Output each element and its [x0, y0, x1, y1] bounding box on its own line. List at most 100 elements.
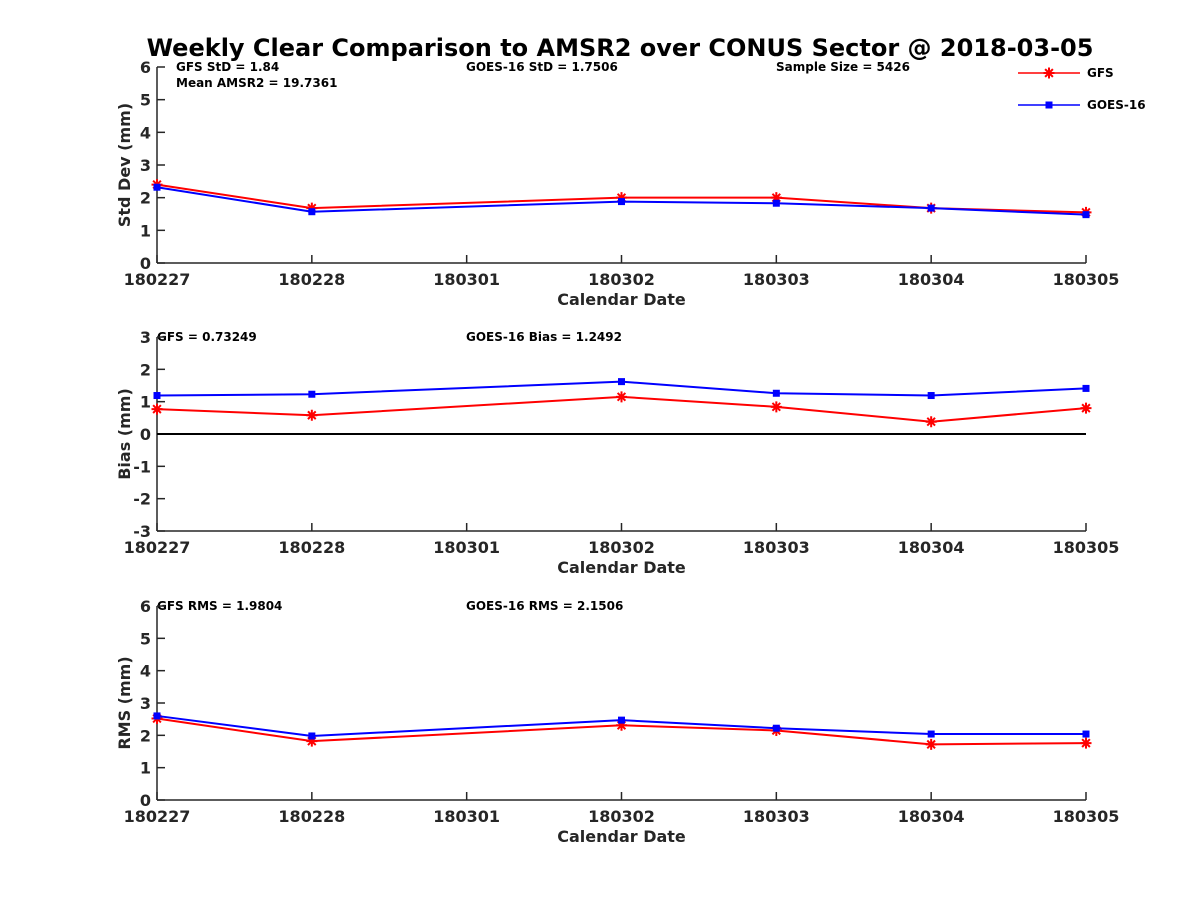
gfs-series-line [156, 717, 1087, 746]
y-tick-label: -2 [133, 490, 151, 509]
x-tick-label: 180228 [278, 538, 345, 557]
x-axis-label: Calendar Date [557, 827, 686, 846]
goes16-data-point [618, 198, 625, 206]
x-tick-label: 180304 [898, 538, 965, 557]
y-tick-label: 2 [140, 360, 151, 379]
y-tick-label: 4 [140, 123, 151, 142]
y-tick-label: 5 [140, 629, 151, 648]
x-tick-label: 180302 [588, 538, 655, 557]
goes16-data-point [153, 712, 161, 720]
goes16-data-point [308, 732, 316, 740]
goes16-data-point [772, 724, 780, 732]
goes16-series-line [156, 714, 1086, 737]
sample-size-annotation: Sample Size = 5426 [776, 60, 910, 74]
stddev-panel: GFS StD = 1.84 Mean AMSR2 = 19.7361 GOES… [115, 58, 1119, 309]
x-tick-label: 180227 [124, 807, 191, 826]
x-tick-label: 180227 [124, 270, 191, 289]
gfs-series-line [156, 395, 1087, 423]
y-tick-label: 0 [140, 791, 151, 810]
gfs-data-point [1080, 402, 1092, 414]
y-tick-label: 3 [140, 156, 151, 175]
x-tick-label: 180227 [124, 538, 191, 557]
legend-gfs-label: GFS [1087, 66, 1114, 80]
x-tick-label: 180303 [743, 270, 810, 289]
goes16-series-line [156, 186, 1087, 216]
y-tick-label: -3 [133, 522, 151, 541]
legend: GFS GOES-16 [1018, 66, 1146, 112]
goes16-data-point [927, 204, 935, 212]
y-tick-label: 1 [140, 759, 151, 778]
gfs-data-point [1080, 737, 1092, 749]
gfs-data-point [770, 401, 782, 413]
goes16-data-point [308, 390, 316, 398]
goes16-data-point [618, 716, 625, 724]
gfs-data-point [616, 719, 627, 731]
gfs-data-point [925, 416, 937, 428]
gfs-data-point [616, 391, 627, 403]
y-tick-label: 3 [140, 694, 151, 713]
y-tick-label: 0 [140, 254, 151, 273]
goes16-std-annotation: GOES-16 StD = 1.7506 [466, 60, 618, 74]
goes16-data-point [153, 183, 161, 191]
x-tick-label: 180303 [743, 538, 810, 557]
y-axis-label: Bias (mm) [115, 388, 134, 480]
goes16-series-line [156, 380, 1087, 397]
chart-title: Weekly Clear Comparison to AMSR2 over CO… [147, 34, 1094, 62]
y-tick-label: 2 [140, 189, 151, 208]
goes16-data-point [772, 199, 780, 207]
gfs-data-point [306, 409, 318, 421]
y-tick-label: 2 [140, 726, 151, 745]
gfs-data-point [306, 735, 318, 747]
rms-panel: GFS RMS = 1.9804 GOES-16 RMS = 2.1506 01… [115, 597, 1119, 846]
x-tick-label: 180303 [743, 807, 810, 826]
goes16-data-point [1082, 730, 1090, 738]
gfs-data-point [151, 403, 163, 415]
goes16-data-point [927, 730, 935, 738]
legend-goes16-label: GOES-16 [1087, 98, 1146, 112]
x-tick-label: 180302 [588, 270, 655, 289]
x-axis-label: Calendar Date [557, 290, 686, 309]
x-tick-label: 180305 [1053, 807, 1120, 826]
goes16-bias-annotation: GOES-16 Bias = 1.2492 [466, 330, 622, 344]
bias-panel: GFS = 0.73249 GOES-16 Bias = 1.2492 -3 -2… [115, 328, 1119, 577]
x-tick-label: 180305 [1053, 270, 1120, 289]
goes16-data-point [1082, 211, 1090, 219]
x-tick-label: 180301 [433, 538, 500, 557]
x-tick-label: 180305 [1053, 538, 1120, 557]
goes16-data-point [308, 208, 316, 216]
x-axis-label: Calendar Date [557, 558, 686, 577]
legend-gfs-marker [1043, 67, 1055, 79]
x-tick-label: 180228 [278, 270, 345, 289]
x-tick-label: 180304 [898, 270, 965, 289]
y-tick-label: 5 [140, 91, 151, 110]
y-tick-label: 6 [140, 597, 151, 616]
y-tick-label: 4 [140, 662, 151, 681]
y-tick-label: 1 [140, 393, 151, 412]
y-tick-label: 1 [140, 221, 151, 240]
mean-amsr2-annotation: Mean AMSR2 = 19.7361 [176, 76, 337, 90]
gfs-data-point [925, 738, 937, 750]
gfs-data-point [306, 202, 318, 214]
gfs-data-point [616, 192, 627, 204]
y-tick-label: 0 [140, 425, 151, 444]
y-tick-label: 6 [140, 58, 151, 77]
goes16-data-point [927, 392, 935, 400]
goes16-data-point [772, 389, 780, 397]
x-tick-label: 180301 [433, 807, 500, 826]
legend-goes16-marker-glyph [1045, 101, 1053, 109]
y-tick-label: -1 [133, 457, 151, 476]
legend-goes16-marker [1045, 101, 1053, 109]
goes16-data-point [153, 392, 161, 400]
x-tick-label: 180228 [278, 807, 345, 826]
gfs-rms-annotation: GFS RMS = 1.9804 [157, 599, 282, 613]
y-axis-label: RMS (mm) [115, 656, 134, 749]
goes16-data-point [1082, 384, 1090, 392]
y-axis-label: Std Dev (mm) [115, 103, 134, 227]
gfs-bias-annotation: GFS = 0.73249 [157, 330, 257, 344]
x-tick-label: 180302 [588, 807, 655, 826]
goes16-rms-annotation: GOES-16 RMS = 2.1506 [466, 599, 623, 613]
x-tick-label: 180304 [898, 807, 965, 826]
gfs-std-annotation: GFS StD = 1.84 [176, 60, 279, 74]
legend-gfs-marker-glyph [1043, 67, 1055, 79]
